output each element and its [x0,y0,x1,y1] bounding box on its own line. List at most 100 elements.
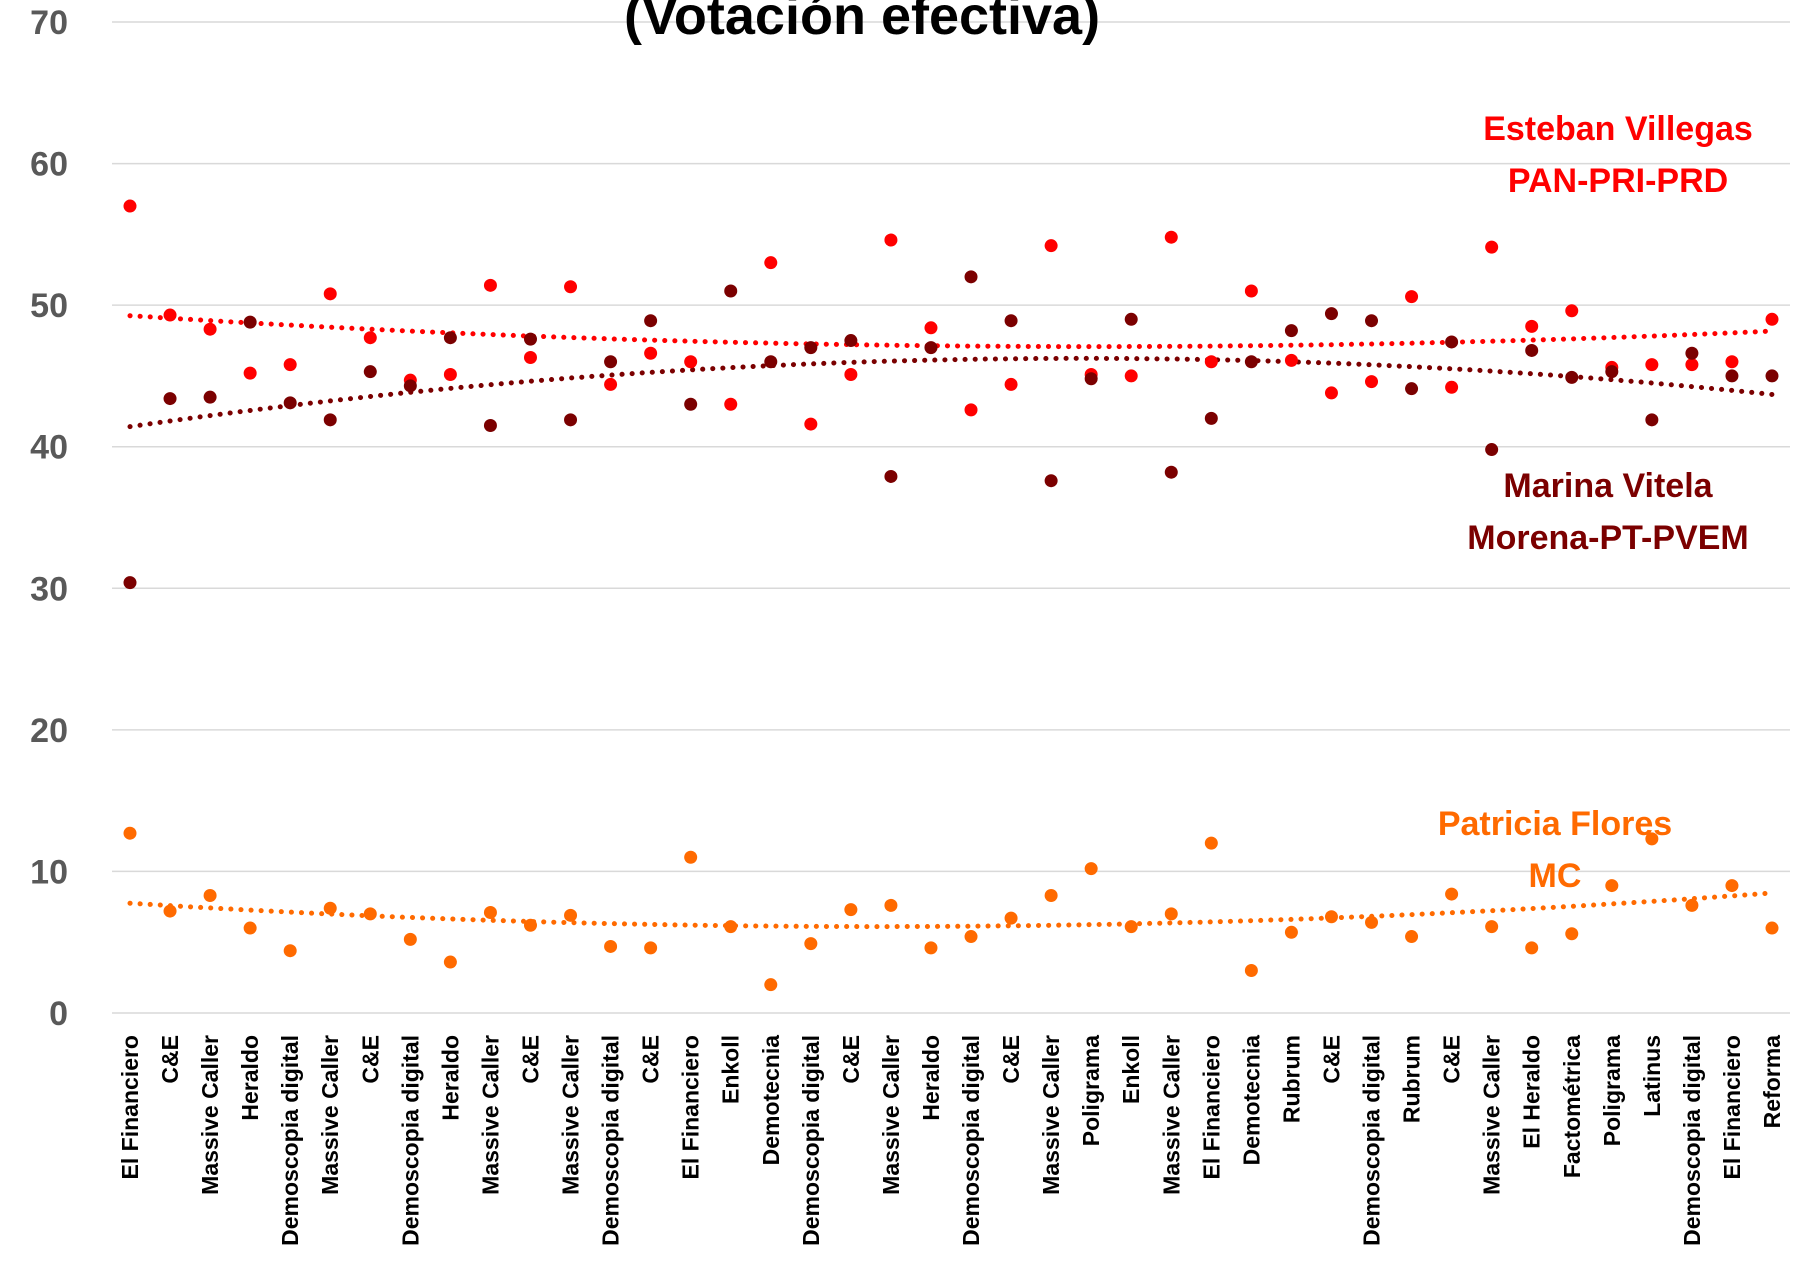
point-marina-vitela-1 [163,392,177,406]
point-marina-vitela-9 [483,418,497,432]
y-tick-label-40: 40 [30,429,68,467]
point-esteban-villegas-4 [283,358,297,372]
point-marina-vitela-5 [323,413,337,427]
point-patricia-flores-12 [604,939,618,953]
x-tick-label-37: Poligrama [1599,1035,1625,1146]
point-esteban-villegas-14 [684,355,698,369]
point-patricia-flores-27 [1204,836,1218,850]
point-esteban-villegas-22 [1004,377,1018,391]
point-esteban-villegas-3 [243,366,257,380]
point-marina-vitela-12 [604,355,618,369]
x-tick-label-1: C&E [157,1035,183,1084]
point-marina-vitela-6 [363,365,377,379]
point-marina-vitela-7 [403,379,417,393]
point-patricia-flores-40 [1725,879,1739,893]
point-patricia-flores-29 [1284,925,1298,939]
point-marina-vitela-0 [123,576,137,590]
point-patricia-flores-34 [1485,920,1499,934]
point-patricia-flores-0 [123,826,137,840]
x-tick-label-34: Massive Caller [1479,1035,1505,1195]
y-tick-label-60: 60 [30,146,68,184]
point-patricia-flores-41 [1765,921,1779,935]
point-esteban-villegas-41 [1765,312,1779,326]
x-tick-label-29: Rubrum [1278,1035,1304,1123]
x-tick-label-31: Demoscopia digital [1359,1035,1385,1246]
chart-title: (Votación efectiva) [624,0,1100,46]
x-tick-label-9: Massive Caller [477,1035,503,1195]
x-tick-label-32: Rubrum [1399,1035,1425,1123]
point-patricia-flores-35 [1525,941,1539,955]
point-marina-vitela-33 [1445,335,1459,349]
point-marina-vitela-27 [1204,411,1218,425]
point-esteban-villegas-13 [644,346,658,360]
point-marina-vitela-16 [764,355,778,369]
point-esteban-villegas-9 [483,278,497,292]
point-esteban-villegas-20 [924,321,938,335]
x-tick-label-33: C&E [1439,1035,1465,1084]
point-marina-vitela-35 [1525,343,1539,357]
x-tick-label-18: C&E [838,1035,864,1084]
point-marina-vitela-40 [1725,369,1739,383]
point-patricia-flores-16 [764,978,778,992]
point-patricia-flores-6 [363,907,377,921]
x-tick-label-25: Enkoll [1118,1035,1144,1104]
series-sublabel-esteban-villegas: PAN-PRI-PRD [1508,162,1728,200]
point-marina-vitela-20 [924,341,938,355]
point-marina-vitela-28 [1244,355,1258,369]
point-esteban-villegas-30 [1324,386,1338,400]
x-tick-label-20: Heraldo [918,1035,944,1121]
point-esteban-villegas-6 [363,331,377,345]
point-patricia-flores-32 [1405,930,1419,944]
series-sublabel-patricia-flores: MC [1529,857,1582,895]
point-esteban-villegas-18 [844,368,858,382]
x-tick-label-15: Enkoll [718,1035,744,1104]
x-tick-label-39: Demoscopia digital [1679,1035,1705,1246]
point-patricia-flores-8 [443,955,457,969]
y-tick-label-30: 30 [30,570,68,608]
point-esteban-villegas-38 [1645,358,1659,372]
point-marina-vitela-18 [844,334,858,348]
point-marina-vitela-41 [1765,369,1779,383]
point-patricia-flores-25 [1124,920,1138,934]
point-marina-vitela-8 [443,331,457,345]
point-patricia-flores-5 [323,901,337,915]
point-marina-vitela-13 [644,314,658,328]
x-tick-label-17: Demoscopia digital [798,1035,824,1246]
x-tick-label-19: Massive Caller [878,1035,904,1195]
point-patricia-flores-2 [203,888,217,902]
y-tick-label-50: 50 [30,287,68,325]
point-patricia-flores-24 [1084,862,1098,876]
point-patricia-flores-19 [884,898,898,912]
y-axis-tick-labels: 0 10 20 30 40 50 60 70 [30,4,68,1033]
point-esteban-villegas-23 [1044,239,1058,253]
x-tick-label-35: El Heraldo [1519,1035,1545,1149]
point-patricia-flores-22 [1004,911,1018,925]
series-label-patricia-flores: Patricia Flores [1438,805,1672,843]
point-marina-vitela-10 [523,332,537,346]
y-tick-label-10: 10 [30,853,68,891]
point-esteban-villegas-27 [1204,355,1218,369]
point-marina-vitela-14 [684,397,698,411]
point-esteban-villegas-21 [964,403,978,417]
gridlines [112,21,1790,1014]
point-marina-vitela-19 [884,469,898,483]
point-marina-vitela-15 [724,284,738,298]
y-tick-label-0: 0 [49,995,68,1033]
point-marina-vitela-25 [1124,312,1138,326]
point-marina-vitela-30 [1324,307,1338,321]
series-label-marina-vitela: Marina Vitela [1503,467,1713,505]
point-esteban-villegas-2 [203,322,217,336]
point-patricia-flores-1 [163,904,177,918]
trendlines [127,313,1775,930]
point-esteban-villegas-1 [163,308,177,322]
point-marina-vitela-22 [1004,314,1018,328]
x-tick-label-2: Massive Caller [197,1035,223,1195]
x-axis-category-labels: El Financiero C&E Massive Caller Heraldo Dem… [117,1035,1785,1246]
point-esteban-villegas-26 [1164,230,1178,244]
trendline-marina-vitela [127,355,1775,430]
point-esteban-villegas-5 [323,287,337,301]
x-tick-label-0: El Financiero [117,1035,143,1179]
point-marina-vitela-29 [1284,324,1298,338]
point-patricia-flores-37 [1605,879,1619,893]
